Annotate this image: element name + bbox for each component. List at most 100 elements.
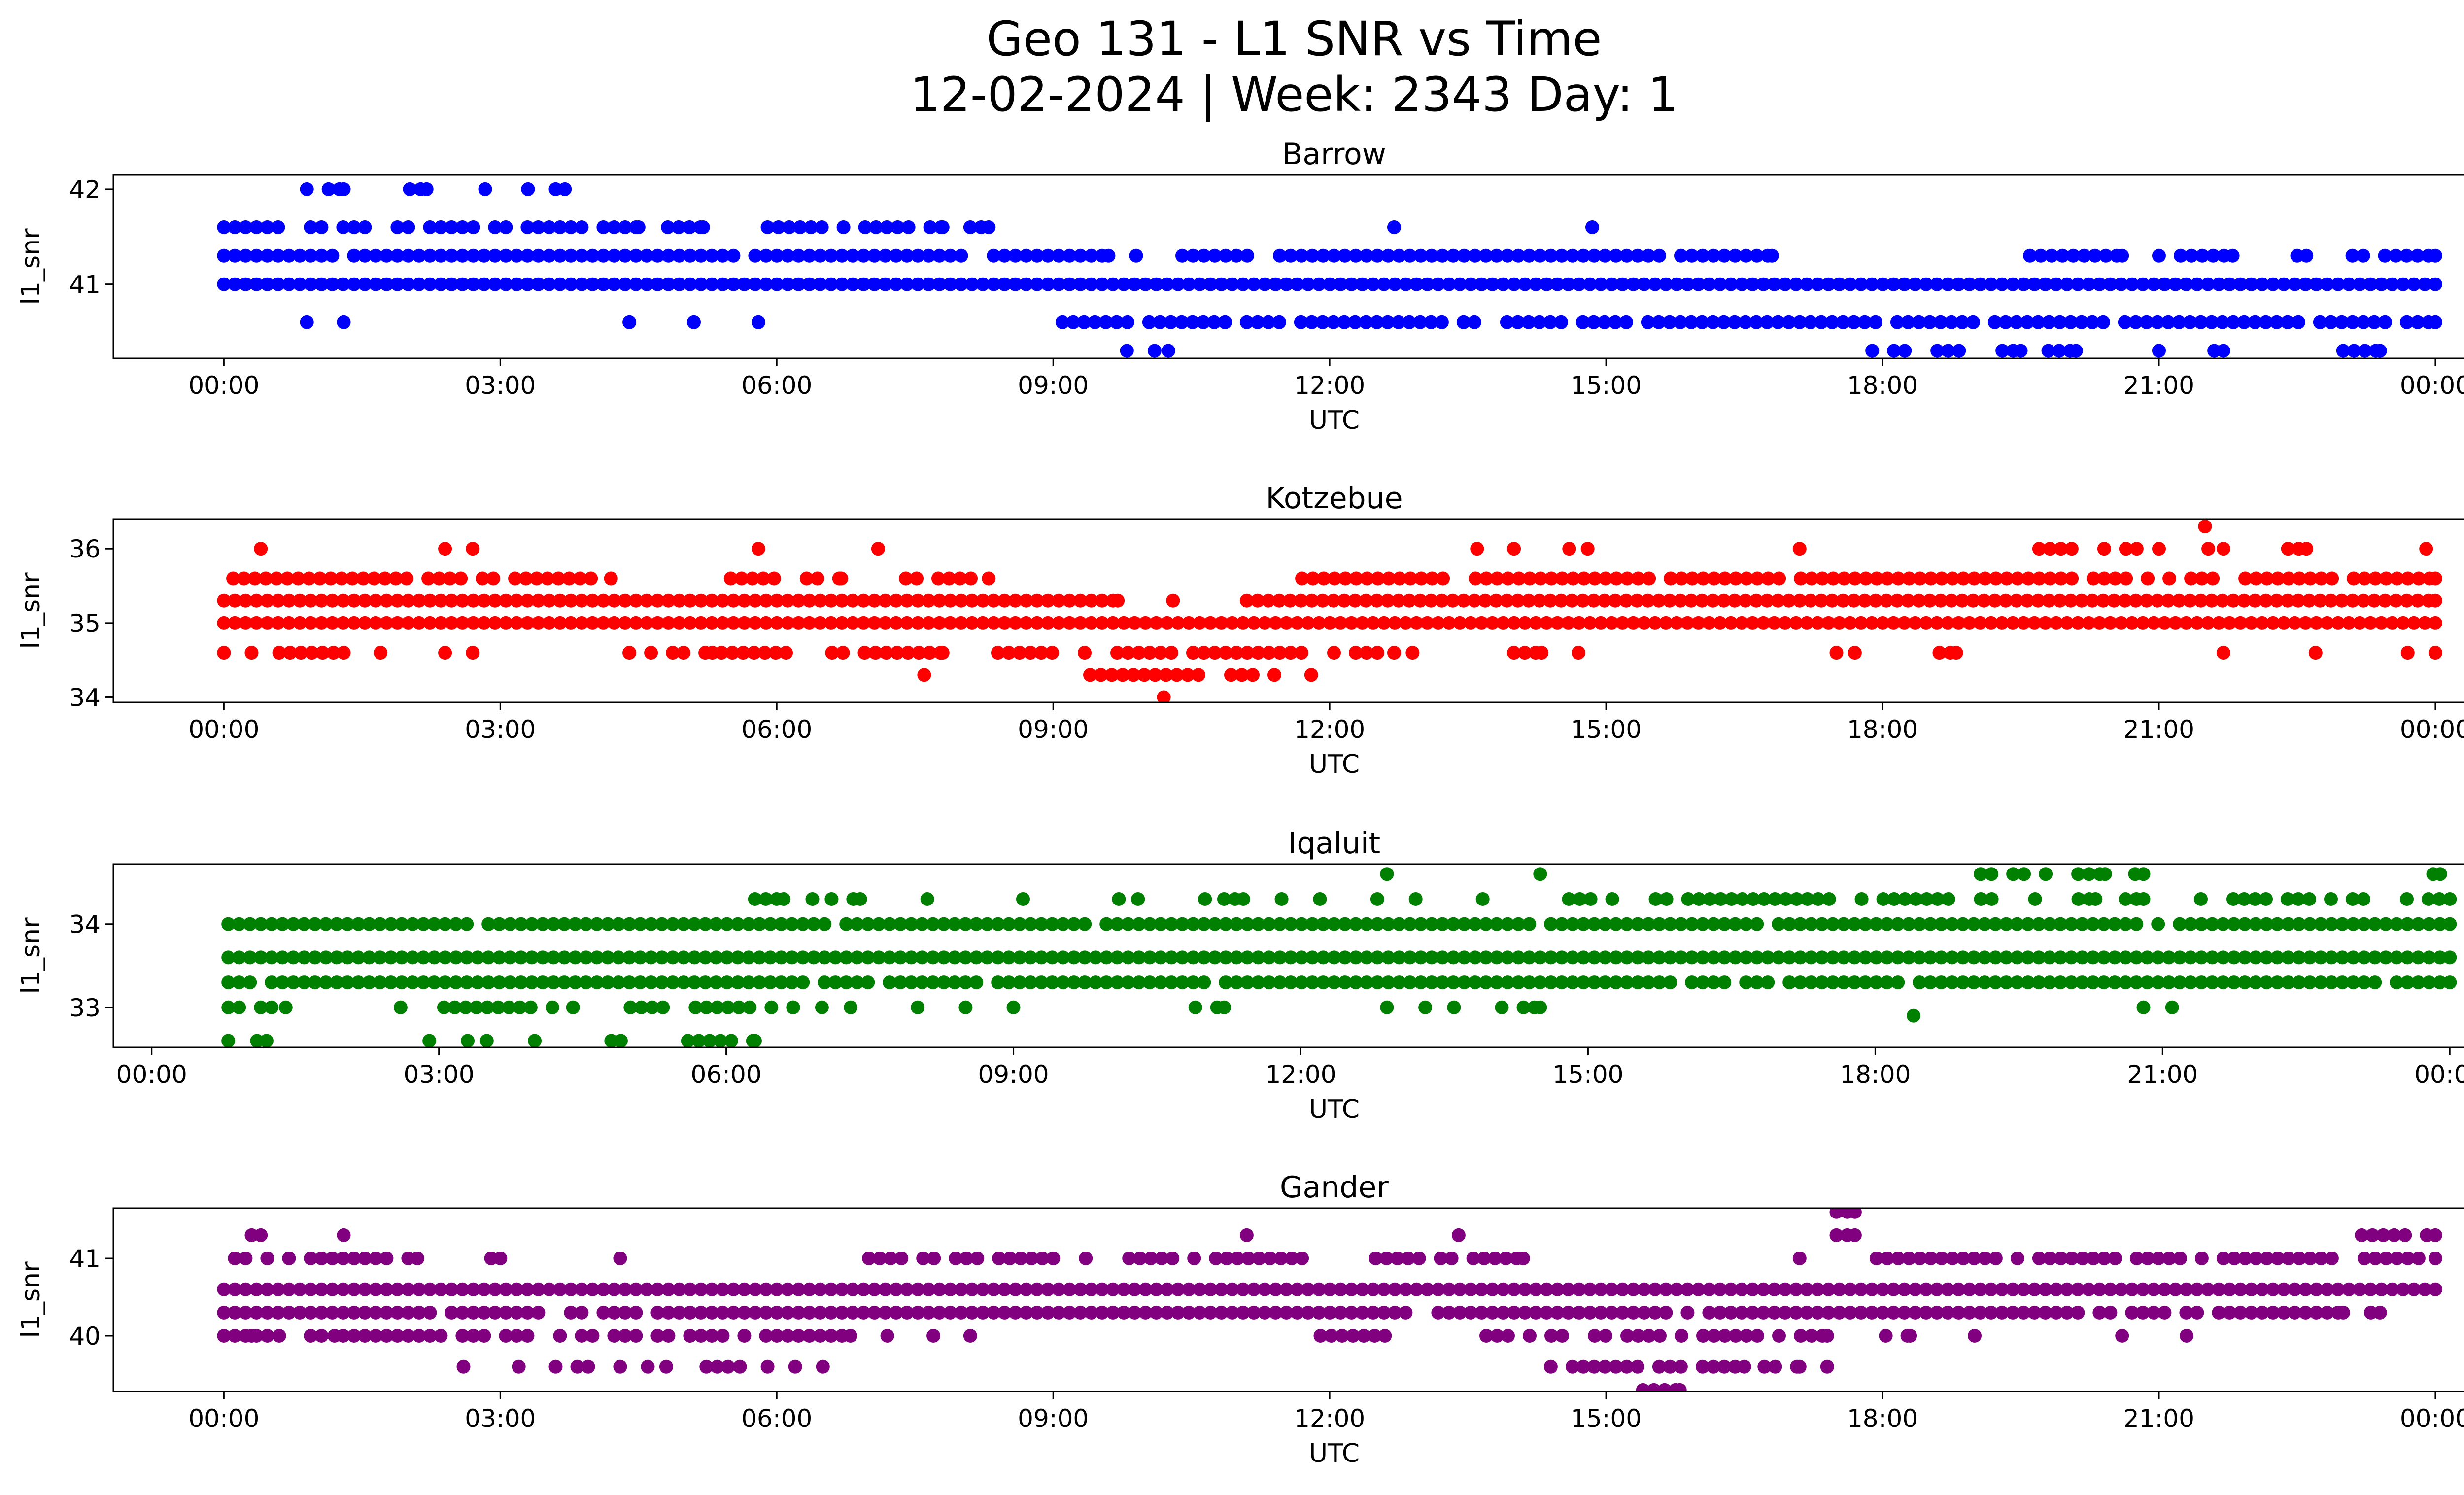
data-point	[2249, 950, 2263, 965]
data-point	[1153, 315, 1167, 329]
data-point	[1453, 277, 1467, 291]
data-point	[1973, 1282, 1987, 1296]
data-point	[1907, 1008, 1921, 1023]
data-point	[2060, 277, 2074, 291]
data-point	[2400, 646, 2415, 660]
data-point	[1648, 1305, 1662, 1320]
data-point	[1164, 315, 1178, 329]
data-point	[2042, 593, 2056, 608]
data-point	[1814, 315, 1828, 329]
data-point	[347, 248, 361, 263]
data-point	[604, 571, 618, 586]
data-point	[221, 950, 236, 965]
data-point	[751, 542, 765, 556]
data-point	[1355, 1305, 1369, 1320]
data-point	[2010, 975, 2024, 990]
data-point	[1912, 315, 1926, 329]
data-point	[2357, 950, 2371, 965]
data-point	[922, 616, 936, 630]
data-point	[1045, 975, 1060, 990]
data-point	[2006, 277, 2020, 291]
data-point	[1236, 616, 1250, 630]
data-point	[1008, 248, 1023, 263]
data-point	[629, 248, 643, 263]
data-point	[282, 1282, 296, 1296]
data-point	[965, 593, 979, 608]
data-point	[1738, 315, 1752, 329]
data-point	[1117, 616, 1131, 630]
data-point	[2325, 1252, 2339, 1265]
data-point	[2006, 1305, 2020, 1320]
data-point	[2288, 616, 2302, 630]
data-point	[1414, 571, 1429, 586]
data-point	[2193, 315, 2208, 329]
data-point	[1740, 1329, 1753, 1343]
data-point	[412, 1305, 426, 1320]
data-point	[2060, 616, 2074, 630]
data-point	[1724, 277, 1738, 291]
data-point	[1312, 1282, 1326, 1296]
data-point	[753, 917, 767, 931]
data-point	[976, 1282, 990, 1296]
data-point	[2298, 1305, 2313, 1320]
data-point	[1127, 668, 1140, 682]
data-point	[2161, 315, 2175, 329]
data-point	[2363, 277, 2378, 291]
data-point	[893, 950, 908, 965]
data-point	[1703, 892, 1717, 906]
data-point	[1129, 248, 1143, 263]
data-point	[1615, 1282, 1630, 1296]
data-point	[1811, 616, 1825, 630]
data-point	[2357, 892, 2370, 906]
data-point	[2139, 315, 2154, 329]
data-point	[221, 975, 236, 990]
data-point	[629, 1305, 643, 1320]
data-point	[1160, 616, 1174, 630]
data-point	[557, 975, 572, 990]
data-point	[260, 1305, 274, 1320]
data-point	[1815, 917, 1829, 931]
data-point	[1977, 593, 1991, 608]
data-point	[2280, 315, 2294, 329]
data-point	[1128, 277, 1142, 291]
data-point	[336, 1282, 350, 1296]
data-point	[1067, 975, 1081, 990]
data-point	[1467, 315, 1481, 329]
data-point	[1745, 1282, 1760, 1296]
data-point	[2017, 277, 2031, 291]
data-point	[2108, 1252, 2122, 1265]
data-point	[1702, 1305, 1716, 1320]
data-point	[2291, 593, 2305, 608]
data-point	[1485, 616, 1500, 630]
data-point	[2428, 571, 2442, 586]
data-point	[1501, 917, 1515, 931]
data-point	[2071, 892, 2086, 906]
data-point	[1290, 1282, 1304, 1296]
data-point	[575, 220, 589, 234]
data-point	[2184, 975, 2198, 990]
data-point	[1268, 616, 1283, 630]
data-point	[1154, 646, 1167, 660]
data-point	[2129, 975, 2144, 990]
x-tick-label: 18:00	[1847, 371, 1918, 400]
data-point	[1062, 616, 1077, 630]
data-point	[2147, 277, 2161, 291]
data-point	[2390, 975, 2404, 990]
data-point	[1507, 277, 1521, 291]
data-point	[1219, 917, 1233, 931]
data-point	[1880, 917, 1894, 931]
data-point	[1510, 315, 1525, 329]
data-point	[575, 593, 589, 608]
data-point	[672, 277, 686, 291]
data-point	[228, 1329, 242, 1343]
data-point	[786, 1000, 800, 1014]
data-point	[2021, 571, 2036, 586]
data-point	[2298, 616, 2313, 630]
data-point	[1380, 1000, 1394, 1014]
data-point	[850, 975, 864, 990]
data-point	[2346, 975, 2361, 990]
data-point	[1522, 975, 1537, 990]
data-point	[2303, 950, 2317, 965]
data-point	[900, 593, 914, 608]
